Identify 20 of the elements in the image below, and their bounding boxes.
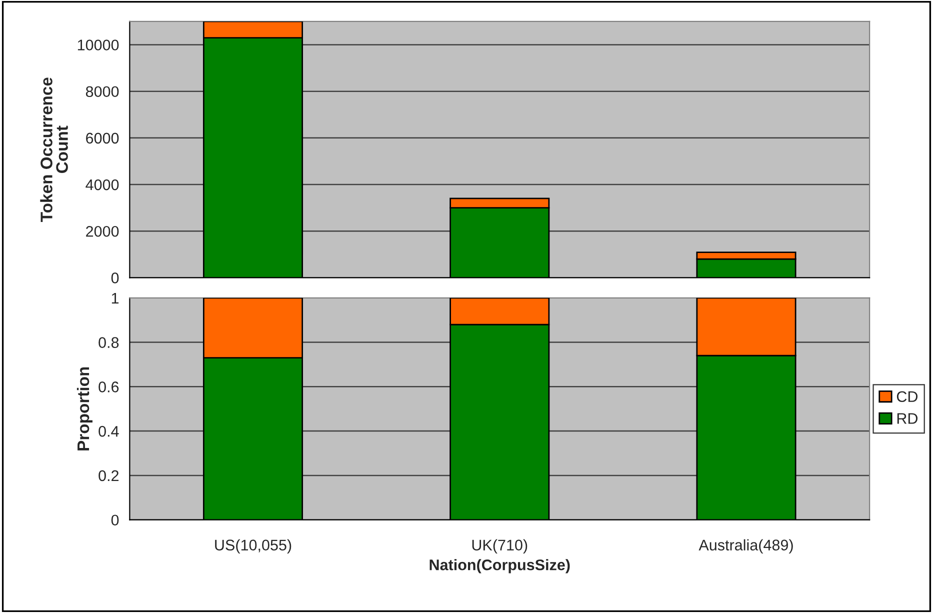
x-tick-label: US(10,055) bbox=[215, 539, 292, 554]
y-tick-label: 2000 bbox=[86, 226, 119, 237]
x-axis-title: Nation(CorpusSize) bbox=[430, 559, 570, 574]
y-axis-title: Proportion bbox=[76, 367, 92, 450]
x-tick-label: Australia(489) bbox=[698, 539, 793, 554]
y-tick-label: 10000 bbox=[78, 40, 119, 50]
y-tick-label: 8000 bbox=[86, 86, 119, 98]
y-axis-title: Token Occurrence Count bbox=[40, 78, 68, 222]
legend-label: CD bbox=[896, 391, 918, 402]
y-tick-label: 0.6 bbox=[98, 382, 119, 392]
y-tick-label: 0 bbox=[111, 514, 119, 526]
y-tick-label: 4000 bbox=[86, 179, 119, 190]
legend-label: RD bbox=[897, 413, 918, 424]
y-tick-label: 0 bbox=[111, 272, 119, 284]
x-tick-label: UK(710) bbox=[472, 539, 528, 554]
y-tick-label: 0.2 bbox=[98, 470, 119, 482]
y-tick-label: 6000 bbox=[86, 132, 119, 144]
y-tick-label: 0.4 bbox=[98, 426, 119, 437]
y-tick-label: 0.8 bbox=[98, 337, 119, 348]
y-tick-label: 1 bbox=[112, 292, 119, 304]
